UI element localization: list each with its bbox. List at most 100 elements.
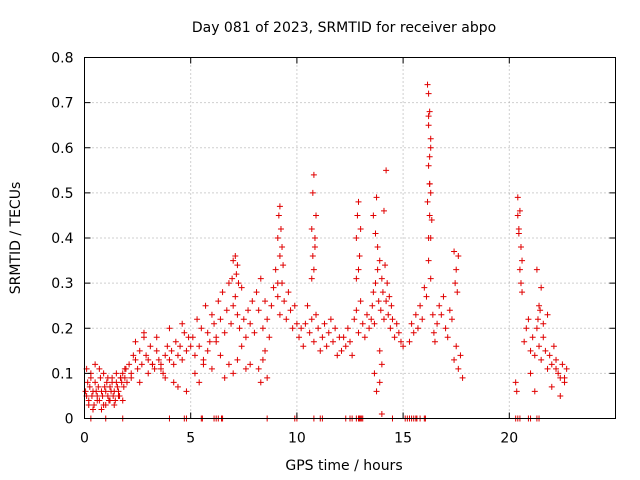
data-point (183, 388, 190, 395)
data-point (427, 135, 434, 142)
data-point (304, 302, 311, 309)
data-point (374, 266, 381, 273)
data-point (389, 316, 396, 323)
data-point (330, 338, 337, 345)
data-point (238, 284, 245, 291)
data-point (376, 347, 383, 354)
data-point (95, 383, 102, 390)
data-point (397, 338, 404, 345)
data-point (143, 352, 150, 359)
data-point (234, 311, 241, 318)
data-point (426, 180, 433, 187)
data-point (459, 374, 466, 381)
data-point (102, 388, 109, 395)
data-point (253, 289, 260, 296)
data-point (344, 325, 351, 332)
data-point (275, 212, 282, 219)
data-point (514, 212, 521, 219)
data-point (262, 298, 269, 305)
data-point (557, 392, 564, 399)
data-point (309, 189, 316, 196)
data-point (204, 347, 211, 354)
data-point (408, 320, 415, 327)
data-point (118, 379, 125, 386)
data-point (383, 298, 390, 305)
data-point (378, 275, 385, 282)
data-point (208, 311, 215, 318)
data-point (86, 383, 93, 390)
data-point (289, 325, 296, 332)
data-point (140, 329, 147, 336)
data-point (120, 383, 127, 390)
data-point (425, 90, 432, 97)
data-point (196, 379, 203, 386)
data-point (128, 374, 135, 381)
data-point (88, 392, 95, 399)
data-point (293, 320, 300, 327)
data-point (92, 361, 99, 368)
data-point (425, 122, 432, 129)
data-point (361, 334, 368, 341)
data-point (296, 334, 303, 341)
data-point (109, 379, 116, 386)
data-point (166, 356, 173, 363)
data-point (436, 302, 443, 309)
data-point (540, 320, 547, 327)
data-point (202, 302, 209, 309)
data-point (349, 352, 356, 359)
data-point (274, 293, 281, 300)
y-tick-label: 0.8 (51, 51, 73, 67)
data-point (259, 325, 266, 332)
data-point (181, 329, 188, 336)
data-point (427, 275, 434, 282)
data-point (308, 275, 315, 282)
data-point (113, 370, 120, 377)
data-point (553, 356, 560, 363)
data-point (130, 352, 137, 359)
x-tick-label: 20 (500, 431, 518, 447)
data-point (309, 253, 316, 260)
data-point (310, 338, 317, 345)
data-point (368, 316, 375, 323)
data-point (232, 253, 239, 260)
data-point (85, 401, 92, 408)
data-point (174, 352, 181, 359)
y-tick-label: 0.6 (51, 141, 73, 157)
data-point (425, 162, 432, 169)
data-point (451, 248, 458, 255)
data-point (354, 212, 361, 219)
data-point (264, 316, 271, 323)
data-point (132, 356, 139, 363)
data-point (516, 266, 523, 273)
data-point (104, 392, 111, 399)
data-point (376, 379, 383, 386)
data-point (383, 167, 390, 174)
data-point (162, 374, 169, 381)
data-point (245, 307, 252, 314)
data-point (410, 329, 417, 336)
data-point (386, 293, 393, 300)
data-point (355, 198, 362, 205)
data-point (132, 338, 139, 345)
data-point (247, 320, 254, 327)
data-point (359, 320, 366, 327)
data-point (372, 230, 379, 237)
data-point (425, 257, 432, 264)
data-point (559, 361, 566, 368)
data-point (553, 365, 560, 372)
data-point (110, 392, 117, 399)
data-point (264, 374, 271, 381)
data-point (353, 275, 360, 282)
data-point (215, 298, 222, 305)
data-point (287, 307, 294, 314)
data-point (313, 311, 320, 318)
data-point (97, 374, 104, 381)
data-point (311, 244, 318, 251)
data-point (98, 406, 105, 413)
data-point (371, 370, 378, 377)
data-point (412, 311, 419, 318)
data-point (162, 352, 169, 359)
data-point (234, 262, 241, 269)
data-point (93, 388, 100, 395)
